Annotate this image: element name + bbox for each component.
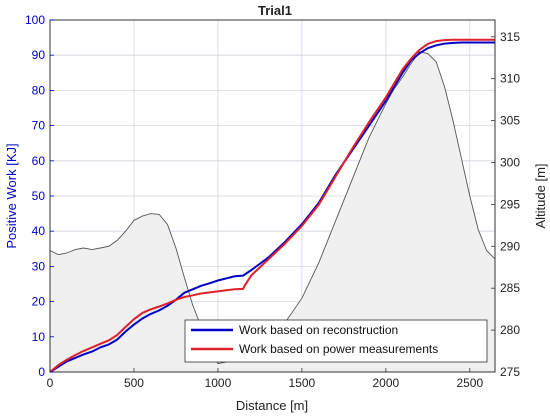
left-y-tick-label: 30 <box>32 259 46 273</box>
right-y-tick-label: 275 <box>500 365 520 379</box>
left-y-tick-label: 40 <box>32 224 46 238</box>
left-y-axis-label: Positive Work [KJ] <box>4 143 19 248</box>
legend-box <box>184 319 488 363</box>
x-tick-label: 2000 <box>372 376 399 390</box>
altitude-area <box>50 51 495 373</box>
left-y-tick-label: 20 <box>32 295 46 309</box>
x-tick-label: 1500 <box>289 376 316 390</box>
series-line-reconstruction <box>49 41 495 373</box>
right-y-tick-label: 290 <box>500 239 520 253</box>
right-y-axis-label: Altitude [m] <box>533 163 548 228</box>
right-y-tick-label: 305 <box>500 114 520 128</box>
left-y-tick-label: 70 <box>32 119 46 133</box>
left-y-axis: 0 10 20 30 40 50 60 70 80 90 100 <box>25 13 54 379</box>
x-tick-label: 0 <box>47 376 54 390</box>
left-y-tick-label: 0 <box>38 365 45 379</box>
left-y-tick-label: 50 <box>32 189 46 203</box>
legend: Work based on reconstruction Work based … <box>184 319 488 363</box>
right-y-tick-label: 310 <box>500 72 520 86</box>
right-y-tick-label: 285 <box>500 281 520 295</box>
right-y-axis: 275 280 285 290 295 300 305 310 315 <box>491 30 520 379</box>
x-tick-label: 500 <box>124 376 144 390</box>
left-y-tick-label: 60 <box>32 154 46 168</box>
legend-label-reconstruction: Work based on reconstruction <box>239 323 398 337</box>
left-y-tick-label: 80 <box>32 83 46 97</box>
left-y-tick-label: 100 <box>25 13 45 27</box>
right-y-tick-label: 300 <box>500 155 520 169</box>
x-axis-label: Distance [m] <box>236 398 308 413</box>
right-y-tick-label: 280 <box>500 323 520 337</box>
left-y-tick-label: 90 <box>32 48 46 62</box>
x-tick-label: 2500 <box>456 376 483 390</box>
right-y-tick-label: 315 <box>500 30 520 44</box>
chart-title: Trial1 <box>258 3 292 18</box>
x-axis: 0 500 1000 1500 2000 2500 <box>47 368 483 390</box>
legend-label-power: Work based on power measurements <box>239 342 438 356</box>
series-line-power <box>49 38 495 373</box>
x-tick-label: 1000 <box>205 376 232 390</box>
right-y-tick-label: 295 <box>500 197 520 211</box>
left-y-tick-label: 10 <box>32 330 46 344</box>
